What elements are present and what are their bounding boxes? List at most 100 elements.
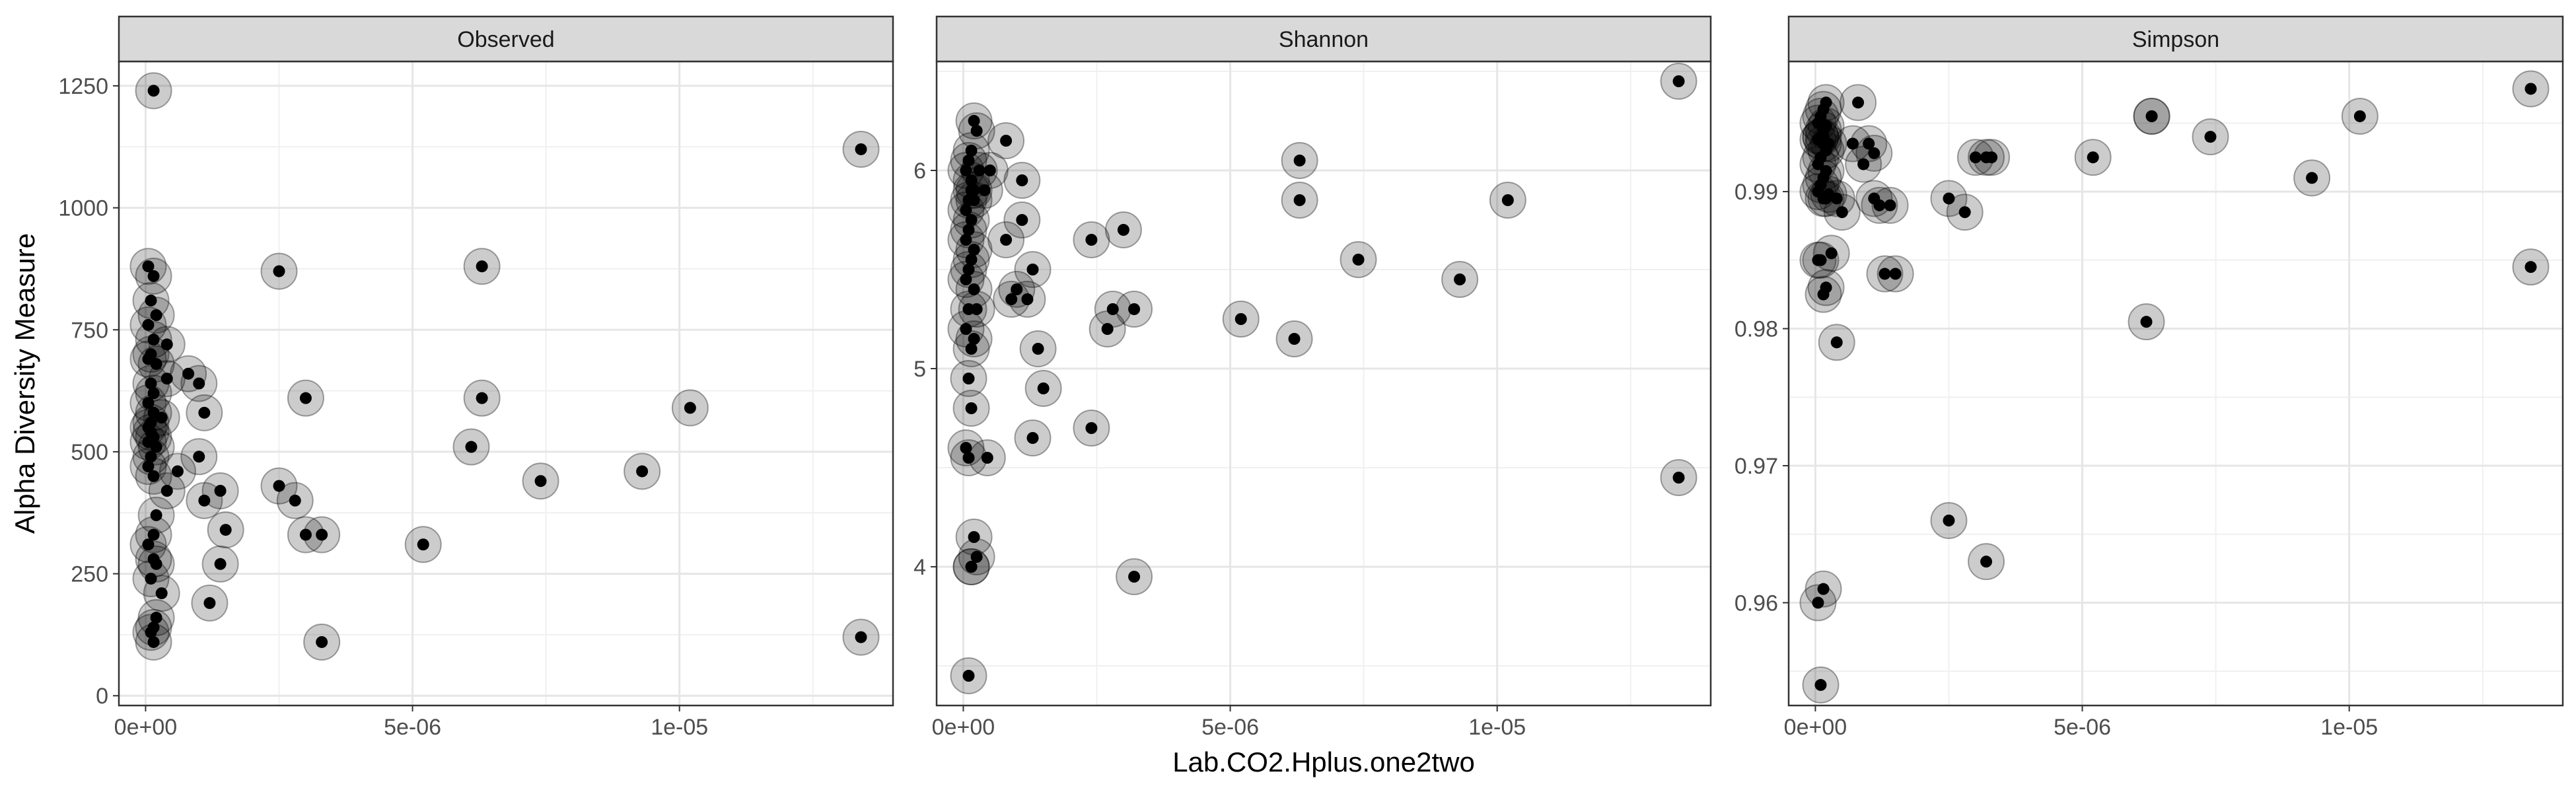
data-point <box>198 494 211 507</box>
data-point <box>150 357 162 370</box>
y-tick-label: 750 <box>71 318 108 343</box>
data-point <box>968 244 980 256</box>
data-point <box>1958 206 1971 219</box>
x-tick-label: 0e+00 <box>932 715 995 740</box>
data-point <box>1021 293 1034 305</box>
data-point <box>150 612 162 624</box>
data-point <box>1812 254 1824 266</box>
data-point <box>1037 382 1050 394</box>
data-point <box>142 538 155 551</box>
data-point <box>962 373 975 384</box>
data-point <box>1814 131 1827 143</box>
data-point <box>968 115 980 127</box>
data-point <box>1000 234 1013 246</box>
x-tick-label: 0e+00 <box>114 715 178 740</box>
data-point <box>150 441 162 453</box>
data-point <box>147 528 160 541</box>
data-point <box>161 373 173 385</box>
data-point <box>1812 158 1824 170</box>
data-point <box>142 318 155 331</box>
x-tick-label: 5e-06 <box>1201 715 1259 740</box>
data-point <box>147 334 160 346</box>
y-tick-label: 1000 <box>58 196 108 221</box>
data-point <box>684 402 696 414</box>
facet-strip <box>1787 15 2564 63</box>
data-point <box>299 528 312 541</box>
data-point <box>476 392 488 404</box>
data-point <box>1293 194 1306 206</box>
data-point <box>960 273 972 285</box>
data-point <box>1005 293 1018 305</box>
panel-background <box>119 61 893 706</box>
facet-strip-label: Shannon <box>1279 27 1369 52</box>
facet-strip <box>935 15 1712 63</box>
data-point <box>193 451 205 463</box>
data-point <box>2353 110 2366 122</box>
data-point <box>1288 333 1301 345</box>
data-point <box>1016 214 1028 226</box>
data-point <box>1820 192 1832 205</box>
y-tick-label: 4 <box>913 555 926 580</box>
data-point <box>962 264 975 275</box>
data-point <box>855 631 867 643</box>
data-point <box>1026 432 1039 444</box>
data-point <box>147 470 160 482</box>
data-point <box>182 367 195 380</box>
y-tick-label: 500 <box>71 440 108 465</box>
data-point <box>1000 135 1013 147</box>
data-point <box>978 184 991 196</box>
data-point <box>1836 206 1848 219</box>
data-point <box>965 145 978 157</box>
data-point <box>965 174 978 186</box>
y-tick-label: 0.96 <box>1735 591 1778 616</box>
data-point <box>981 452 993 464</box>
data-point <box>970 551 983 563</box>
data-point <box>1672 75 1685 87</box>
data-point <box>1863 137 1875 150</box>
data-point <box>1868 147 1880 159</box>
data-point <box>1822 137 1835 150</box>
data-point <box>219 524 232 536</box>
y-tick-label: 0.97 <box>1735 454 1778 479</box>
data-point <box>855 143 867 155</box>
data-point <box>1830 336 1843 349</box>
data-point <box>962 452 975 464</box>
data-point <box>145 626 157 639</box>
data-point <box>198 406 211 419</box>
data-point <box>965 402 978 414</box>
data-point <box>147 387 160 400</box>
data-point <box>1889 268 1902 280</box>
data-point <box>316 635 328 648</box>
data-point <box>289 494 301 507</box>
data-point <box>970 125 983 137</box>
data-point <box>476 260 488 273</box>
data-point <box>1884 199 1896 211</box>
data-point <box>1234 313 1247 325</box>
data-point <box>984 164 996 176</box>
facet-strip-label: Simpson <box>2132 27 2219 52</box>
x-tick-label: 1e-05 <box>1468 715 1526 740</box>
data-point <box>1825 247 1838 260</box>
data-point <box>1812 597 1824 609</box>
data-point <box>2204 131 2217 143</box>
data-point <box>142 397 155 410</box>
data-point <box>1106 303 1119 315</box>
data-point <box>1857 158 1870 170</box>
data-point <box>960 204 972 216</box>
y-tick-label: 5 <box>913 357 926 382</box>
y-tick-label: 250 <box>71 562 108 587</box>
data-point <box>965 343 978 355</box>
data-point <box>965 214 978 226</box>
data-point <box>960 234 972 246</box>
y-tick-label: 0.99 <box>1735 180 1778 205</box>
data-point <box>960 442 972 454</box>
data-point <box>970 303 983 315</box>
data-point <box>214 558 227 570</box>
data-point <box>962 224 975 236</box>
data-point <box>155 412 168 424</box>
data-point <box>145 451 157 463</box>
data-point <box>1011 283 1023 295</box>
data-point <box>968 194 980 206</box>
data-point <box>150 309 162 322</box>
